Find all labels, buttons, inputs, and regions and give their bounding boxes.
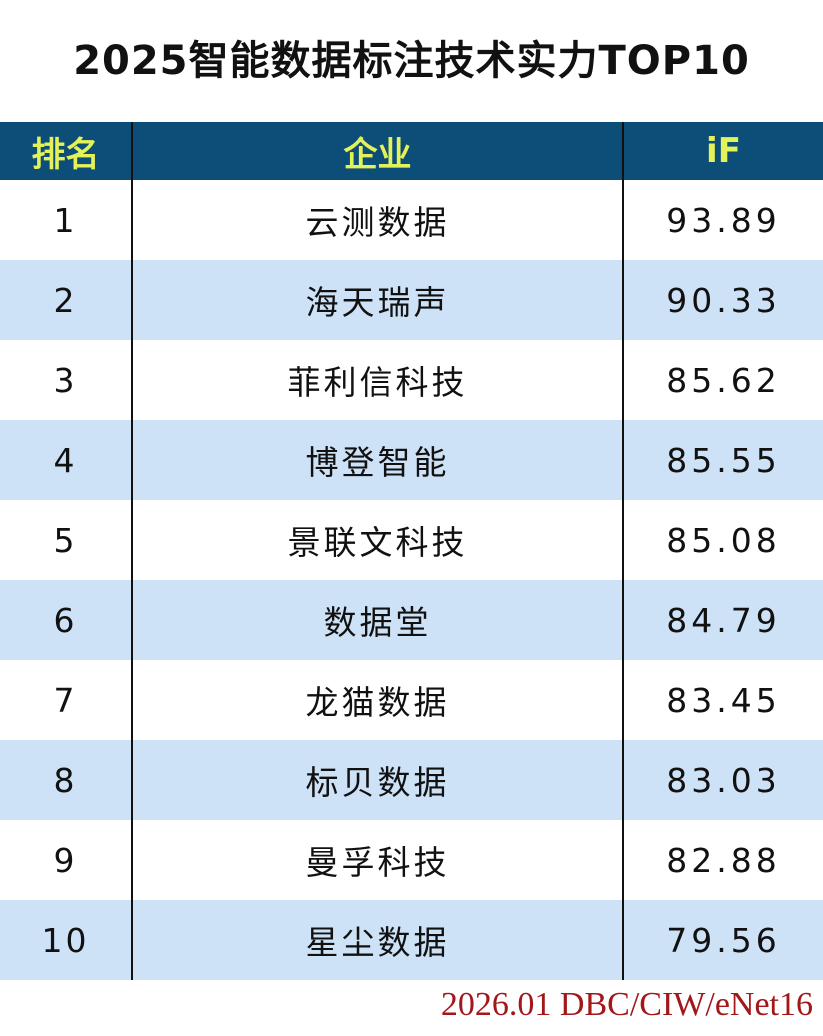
rank-cell: 1 — [0, 180, 133, 260]
if-score-cell: 85.62 — [666, 360, 781, 400]
if-score-cell: 85.08 — [666, 520, 781, 560]
table-row: 10 星尘数据 79.56 — [0, 900, 823, 980]
if-score-cell: 82.88 — [666, 840, 781, 880]
company-cell: 云测数据 — [132, 180, 624, 260]
ranking-table: 排名 企业 iF 1 云测数据 93.89 2 海天瑞声 90.33 3 菲利信科技 85.62… — [0, 122, 823, 980]
table-row: 1 云测数据 93.89 — [0, 180, 823, 260]
table-row: 3 菲利信科技 85.62 — [0, 340, 823, 420]
rank-cell: 4 — [0, 420, 133, 500]
table-row: 6 数据堂 84.79 — [0, 580, 823, 660]
if-score-cell: 79.56 — [623, 900, 823, 980]
rank-cell: 10 — [0, 900, 133, 980]
table-row: 2 海天瑞声 90.33 — [0, 260, 823, 340]
company-cell: 曼孚科技 — [132, 820, 624, 900]
company-cell: 标贝数据 — [132, 740, 624, 820]
if-score-cell: 84.79 — [623, 580, 823, 660]
source-footer: 2026.01 DBC/CIW/eNet16 — [440, 986, 813, 1023]
table-row: 9 曼孚科技 82.88 — [0, 820, 823, 900]
page-title: 2025智能数据标注技术实力TOP10 — [73, 38, 750, 84]
rank-cell: 6 — [0, 580, 133, 660]
if-score-cell: 90.33 — [623, 260, 823, 340]
table-header: 排名 企业 iF — [0, 122, 823, 180]
header-company: 企业 — [132, 122, 624, 180]
if-score-cell: 85.55 — [623, 420, 823, 500]
if-score-cell: 83.03 — [623, 740, 823, 820]
if-score-cell: 93.89 — [666, 200, 781, 240]
company-cell: 数据堂 — [132, 580, 624, 660]
company-cell: 菲利信科技 — [132, 340, 624, 420]
company-cell: 龙猫数据 — [132, 660, 624, 740]
rank-cell: 5 — [0, 500, 133, 580]
rank-cell: 2 — [0, 260, 133, 340]
company-cell: 景联文科技 — [132, 500, 624, 580]
table-row: 8 标贝数据 83.03 — [0, 740, 823, 820]
table-row: 5 景联文科技 85.08 — [0, 500, 823, 580]
header-if: iF — [623, 122, 823, 180]
rank-cell: 9 — [0, 820, 133, 900]
rank-cell: 8 — [0, 740, 133, 820]
table-row: 7 龙猫数据 83.45 — [0, 660, 823, 740]
company-cell: 星尘数据 — [132, 900, 624, 980]
company-cell: 博登智能 — [132, 420, 624, 500]
table-row: 4 博登智能 85.55 — [0, 420, 823, 500]
rank-cell: 7 — [0, 660, 133, 740]
company-cell: 海天瑞声 — [132, 260, 624, 340]
rank-cell: 3 — [0, 340, 133, 420]
header-rank: 排名 — [0, 122, 133, 180]
if-score-cell: 83.45 — [666, 680, 781, 720]
